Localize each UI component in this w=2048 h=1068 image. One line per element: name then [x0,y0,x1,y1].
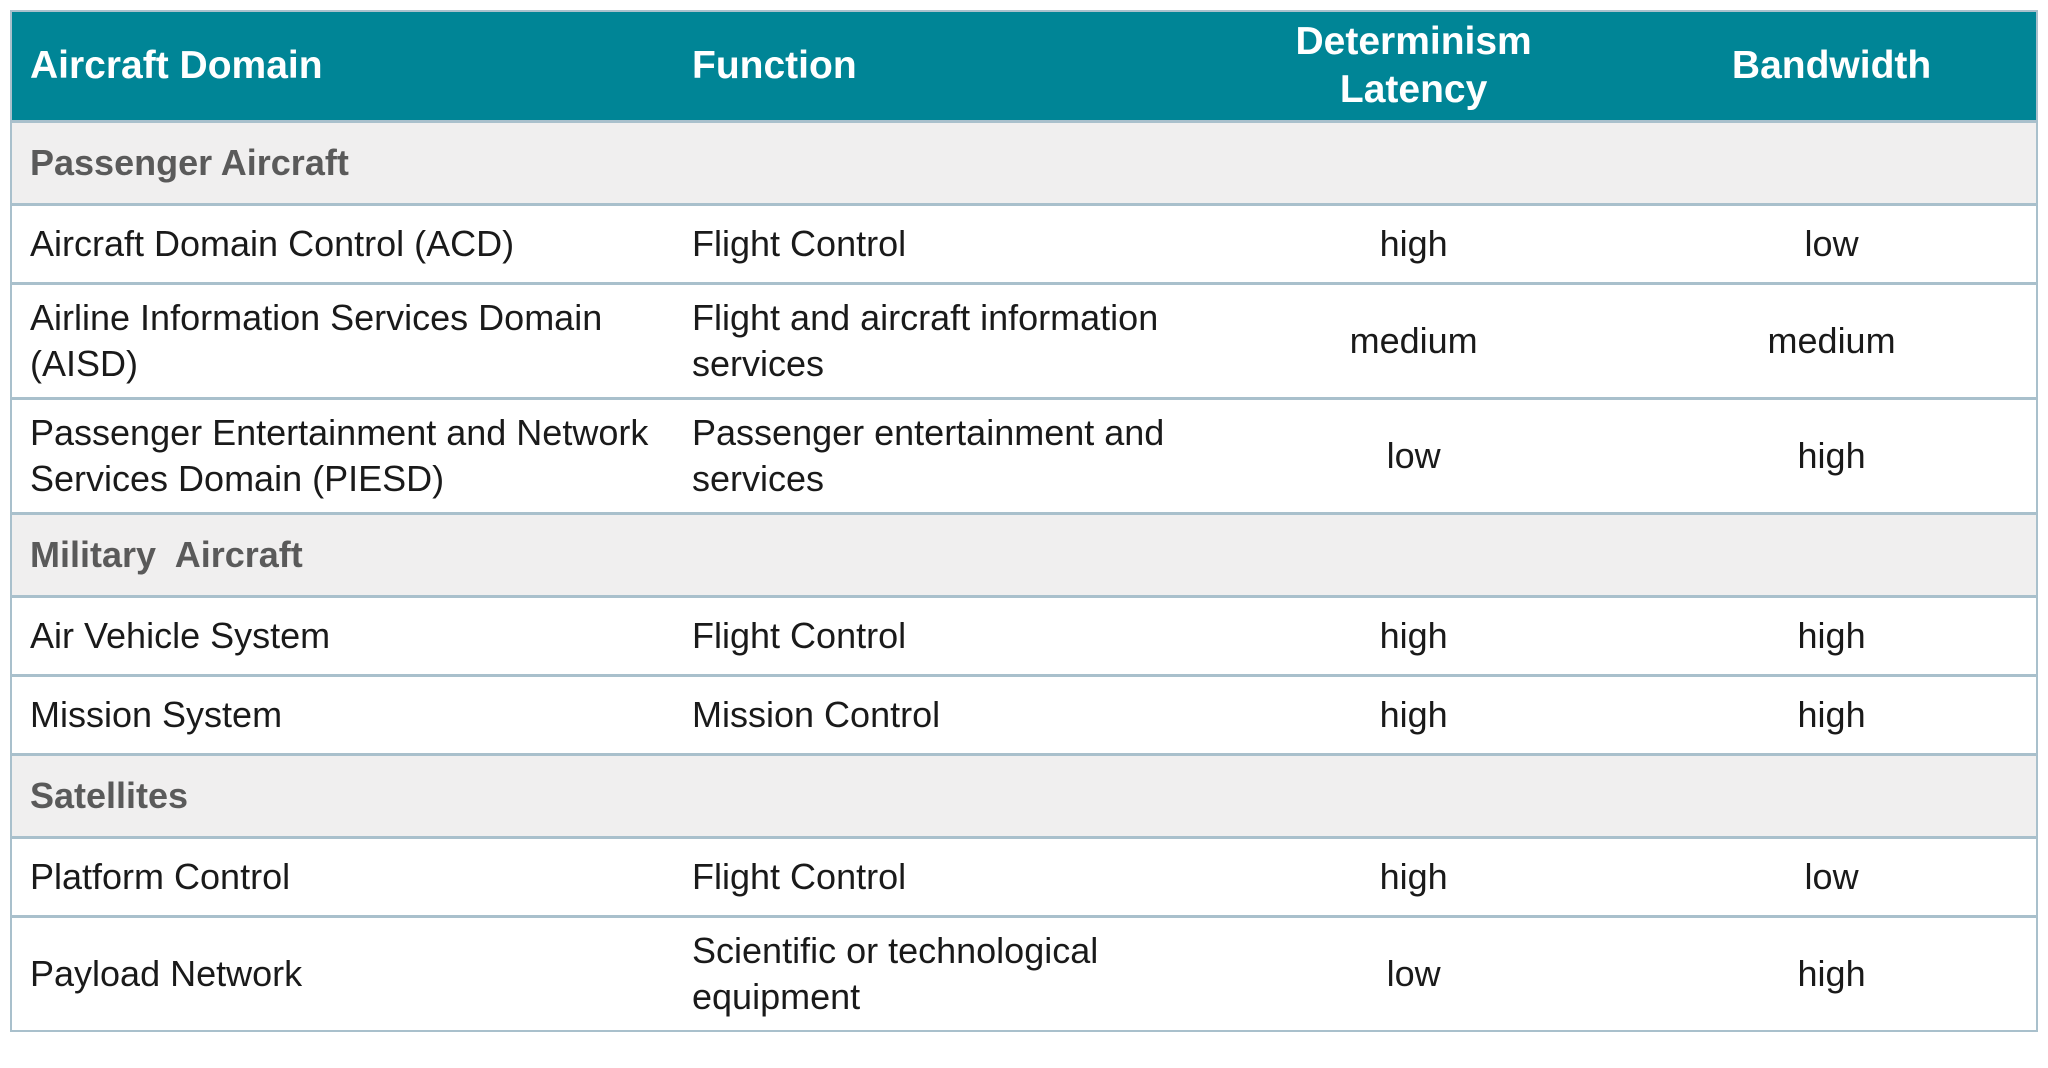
column-header-determinism-latency: Determinism Latency [1200,18,1627,114]
table-row-platform-control: Platform Control Flight Control high low [12,836,2036,915]
cell-determinism-latency: medium [1349,320,1478,361]
column-header-label: Function [692,44,857,87]
cell-function: Flight Control [692,223,907,264]
cell-domain: Airline Information Services Domain (AIS… [30,297,603,384]
table-row-air-vehicle-system: Air Vehicle System Flight Control high h… [12,595,2036,674]
cell-bandwidth: high [1797,435,1866,476]
section-title: Military Aircraft [30,534,303,575]
column-header-label: Bandwidth [1731,44,1932,87]
cell-bandwidth: high [1797,615,1866,656]
cell-determinism-latency: high [1379,856,1448,897]
cell-domain: Air Vehicle System [30,615,331,656]
cell-bandwidth: low [1804,223,1859,264]
column-header-label: Determinism Latency [1295,20,1532,111]
cell-bandwidth: medium [1767,320,1896,361]
table-row-piesd: Passenger Entertainment and Network Serv… [12,397,2036,512]
cell-function: Flight Control [692,615,907,656]
table-row-payload-network: Payload Network Scientific or technologi… [12,915,2036,1030]
cell-domain: Aircraft Domain Control (ACD) [30,223,515,264]
aircraft-domains-table: Aircraft Domain Function Determinism Lat… [10,10,2038,1032]
cell-bandwidth: low [1804,856,1859,897]
section-title: Satellites [30,775,189,816]
cell-function: Passenger entertainment and services [692,412,1165,499]
cell-function: Flight Control [692,856,907,897]
section-header-satellites: Satellites [12,753,2036,836]
table-row-aisd: Airline Information Services Domain (AIS… [12,282,2036,397]
cell-domain: Passenger Entertainment and Network Serv… [30,412,649,499]
column-header-label: Aircraft Domain [30,44,323,87]
column-header-aircraft-domain: Aircraft Domain [12,42,688,90]
table-header-row: Aircraft Domain Function Determinism Lat… [12,12,2036,120]
section-title: Passenger Aircraft [30,142,349,183]
cell-function: Mission Control [692,694,941,735]
cell-domain: Mission System [30,694,283,735]
cell-determinism-latency: low [1386,435,1441,476]
column-header-function: Function [688,42,1200,90]
section-header-military-aircraft: Military Aircraft [12,512,2036,595]
cell-bandwidth: high [1797,694,1866,735]
cell-determinism-latency: high [1379,694,1448,735]
cell-bandwidth: high [1797,953,1866,994]
column-header-bandwidth: Bandwidth [1627,42,2036,90]
table-row-mission-system: Mission System Mission Control high high [12,674,2036,753]
cell-function: Scientific or technological equipment [692,930,1099,1017]
cell-determinism-latency: high [1379,615,1448,656]
cell-determinism-latency: high [1379,223,1448,264]
cell-domain: Platform Control [30,856,291,897]
table-row-acd: Aircraft Domain Control (ACD) Flight Con… [12,203,2036,282]
section-header-passenger-aircraft: Passenger Aircraft [12,120,2036,203]
cell-function: Flight and aircraft information services [692,297,1159,384]
cell-domain: Payload Network [30,953,303,994]
cell-determinism-latency: low [1386,953,1441,994]
